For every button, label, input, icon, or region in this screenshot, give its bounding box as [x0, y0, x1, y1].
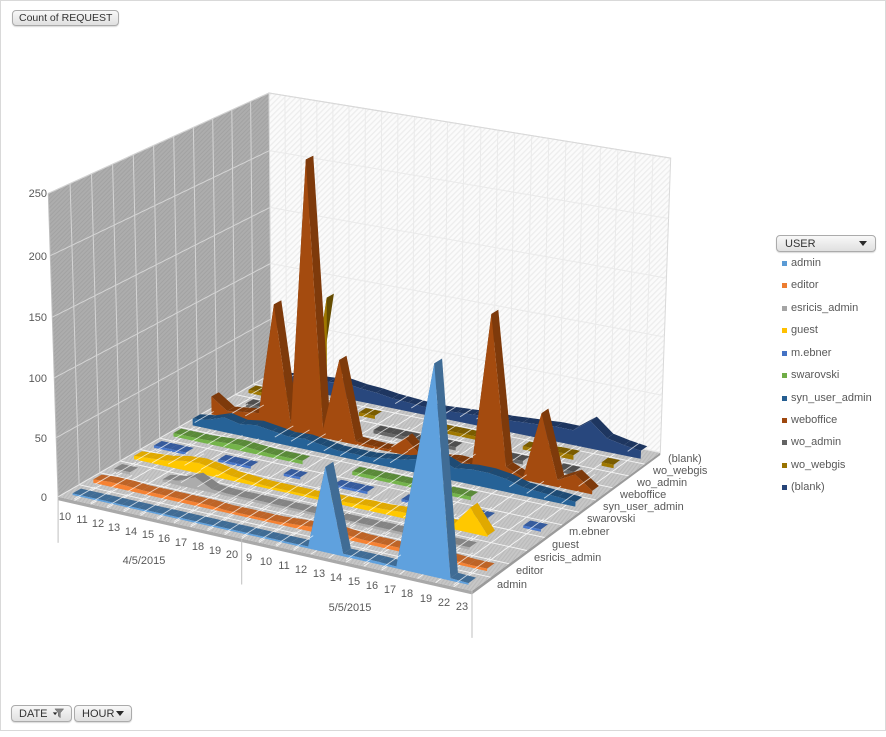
svg-text:0: 0 — [41, 492, 47, 504]
svg-text:swarovski: swarovski — [587, 513, 635, 525]
svg-text:15: 15 — [348, 576, 360, 588]
svg-text:weboffice: weboffice — [619, 489, 666, 501]
svg-text:16: 16 — [158, 533, 170, 545]
svg-text:18: 18 — [401, 588, 413, 600]
svg-text:wo_admin: wo_admin — [636, 477, 687, 489]
svg-text:13: 13 — [108, 522, 120, 534]
svg-text:20: 20 — [226, 549, 238, 561]
svg-text:11: 11 — [278, 560, 289, 572]
svg-text:guest: guest — [552, 539, 579, 551]
svg-text:esricis_admin: esricis_admin — [534, 552, 601, 564]
svg-text:syn_user_admin: syn_user_admin — [603, 501, 684, 513]
svg-text:4/5/2015: 4/5/2015 — [123, 555, 166, 567]
svg-text:14: 14 — [330, 572, 342, 584]
svg-text:50: 50 — [35, 433, 47, 445]
svg-text:12: 12 — [295, 564, 307, 576]
svg-text:14: 14 — [125, 526, 137, 538]
svg-text:100: 100 — [29, 373, 47, 385]
svg-text:admin: admin — [497, 579, 527, 591]
svg-text:m.ebner: m.ebner — [569, 526, 610, 538]
svg-text:22: 22 — [438, 597, 450, 609]
svg-text:editor: editor — [516, 565, 544, 577]
svg-text:250: 250 — [29, 188, 47, 200]
svg-text:19: 19 — [209, 545, 221, 557]
svg-text:16: 16 — [366, 580, 378, 592]
svg-text:13: 13 — [313, 568, 325, 580]
svg-text:12: 12 — [92, 518, 104, 530]
svg-text:200: 200 — [29, 251, 47, 263]
svg-text:wo_webgis: wo_webgis — [652, 465, 708, 477]
svg-text:(blank): (blank) — [668, 453, 702, 465]
svg-text:23: 23 — [456, 601, 468, 613]
svg-text:150: 150 — [29, 312, 47, 324]
svg-text:19: 19 — [420, 593, 432, 605]
svg-text:5/5/2015: 5/5/2015 — [329, 602, 372, 614]
svg-text:9: 9 — [246, 552, 252, 564]
svg-text:15: 15 — [142, 529, 154, 541]
svg-text:17: 17 — [175, 537, 187, 549]
svg-text:11: 11 — [76, 514, 87, 526]
svg-text:18: 18 — [192, 541, 204, 553]
svg-text:17: 17 — [384, 584, 396, 596]
svg-text:10: 10 — [59, 511, 71, 523]
svg-text:10: 10 — [260, 556, 272, 568]
